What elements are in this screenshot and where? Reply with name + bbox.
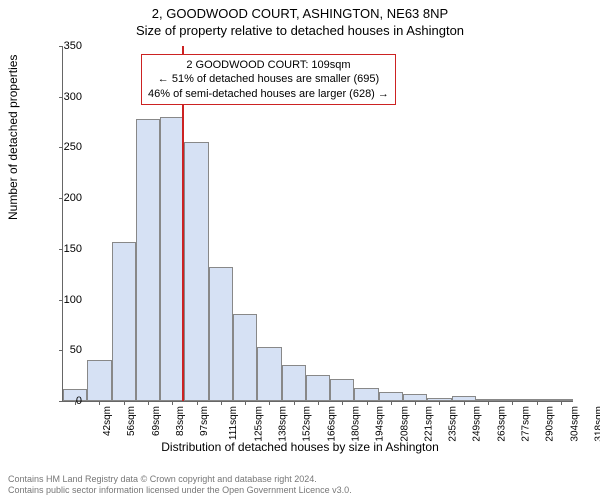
histogram-bar bbox=[112, 242, 136, 401]
x-tick bbox=[561, 401, 562, 405]
x-tick bbox=[197, 401, 198, 405]
x-tick bbox=[318, 401, 319, 405]
x-tick-label: 97sqm bbox=[199, 406, 210, 436]
x-tick bbox=[342, 401, 343, 405]
annotation-line3: 46% of semi-detached houses are larger (… bbox=[148, 87, 389, 101]
x-tick bbox=[148, 401, 149, 405]
x-tick bbox=[99, 401, 100, 405]
x-tick bbox=[464, 401, 465, 405]
histogram-bar bbox=[330, 379, 354, 401]
x-tick-label: 263sqm bbox=[496, 406, 507, 442]
x-tick bbox=[221, 401, 222, 405]
x-tick bbox=[269, 401, 270, 405]
x-tick bbox=[124, 401, 125, 405]
x-tick-label: 42sqm bbox=[102, 406, 113, 436]
x-tick-label: 138sqm bbox=[278, 406, 289, 442]
y-tick-label: 0 bbox=[76, 395, 82, 407]
histogram-bar bbox=[257, 347, 281, 401]
histogram-bar bbox=[136, 119, 160, 401]
x-tick-label: 166sqm bbox=[326, 406, 337, 442]
y-tick bbox=[59, 97, 63, 98]
chart-title: 2, GOODWOOD COURT, ASHINGTON, NE63 8NP bbox=[0, 0, 600, 21]
chart-plot-area: 42sqm56sqm69sqm83sqm97sqm111sqm125sqm138… bbox=[62, 46, 573, 402]
y-tick bbox=[59, 198, 63, 199]
y-tick-label: 250 bbox=[64, 141, 82, 153]
y-tick bbox=[59, 401, 63, 402]
histogram-bar bbox=[87, 360, 111, 401]
y-tick-label: 350 bbox=[64, 40, 82, 52]
y-tick-label: 300 bbox=[64, 91, 82, 103]
x-tick-label: 56sqm bbox=[126, 406, 137, 436]
x-tick-label: 318sqm bbox=[593, 406, 600, 442]
x-tick-label: 277sqm bbox=[521, 406, 532, 442]
footer-line2: Contains public sector information licen… bbox=[8, 485, 352, 496]
histogram-bar bbox=[379, 392, 403, 401]
x-tick-label: 235sqm bbox=[448, 406, 459, 442]
chart-subtitle: Size of property relative to detached ho… bbox=[0, 21, 600, 38]
histogram-bar bbox=[233, 314, 257, 401]
x-tick bbox=[415, 401, 416, 405]
x-tick bbox=[172, 401, 173, 405]
x-tick-label: 290sqm bbox=[545, 406, 556, 442]
x-axis-label: Distribution of detached houses by size … bbox=[0, 440, 600, 454]
annotation-line2: ← 51% of detached houses are smaller (69… bbox=[148, 72, 389, 86]
y-tick bbox=[59, 249, 63, 250]
x-tick-label: 69sqm bbox=[151, 406, 162, 436]
y-axis-label: Number of detached properties bbox=[6, 55, 20, 220]
y-tick-label: 150 bbox=[64, 243, 82, 255]
footer-line1: Contains HM Land Registry data © Crown c… bbox=[8, 474, 352, 485]
x-tick-label: 194sqm bbox=[375, 406, 386, 442]
x-tick bbox=[512, 401, 513, 405]
y-tick bbox=[59, 350, 63, 351]
y-tick-label: 100 bbox=[64, 294, 82, 306]
x-tick-label: 111sqm bbox=[228, 406, 239, 440]
x-tick-label: 125sqm bbox=[253, 406, 264, 442]
histogram-bar bbox=[282, 365, 306, 402]
x-tick bbox=[391, 401, 392, 405]
x-tick-label: 83sqm bbox=[175, 406, 186, 436]
x-tick-label: 152sqm bbox=[302, 406, 313, 442]
histogram-bar bbox=[403, 394, 427, 401]
x-tick-label: 304sqm bbox=[569, 406, 580, 442]
annotation-line1: 2 GOODWOOD COURT: 109sqm bbox=[148, 58, 389, 72]
y-tick-label: 200 bbox=[64, 192, 82, 204]
x-tick bbox=[245, 401, 246, 405]
x-tick-label: 180sqm bbox=[351, 406, 362, 442]
histogram-bar bbox=[354, 388, 378, 401]
x-tick bbox=[488, 401, 489, 405]
y-tick bbox=[59, 300, 63, 301]
x-tick-label: 221sqm bbox=[423, 406, 434, 442]
annotation-box: 2 GOODWOOD COURT: 109sqm← 51% of detache… bbox=[141, 54, 396, 105]
y-tick-label: 50 bbox=[70, 344, 82, 356]
histogram-bar bbox=[184, 142, 208, 401]
histogram-bar bbox=[209, 267, 233, 401]
x-tick bbox=[537, 401, 538, 405]
x-tick bbox=[294, 401, 295, 405]
x-tick-label: 249sqm bbox=[472, 406, 483, 442]
x-tick bbox=[439, 401, 440, 405]
x-tick-label: 208sqm bbox=[399, 406, 410, 442]
histogram-bar bbox=[306, 375, 330, 401]
y-tick bbox=[59, 46, 63, 47]
x-tick bbox=[367, 401, 368, 405]
footer-attribution: Contains HM Land Registry data © Crown c… bbox=[8, 474, 352, 496]
y-tick bbox=[59, 147, 63, 148]
